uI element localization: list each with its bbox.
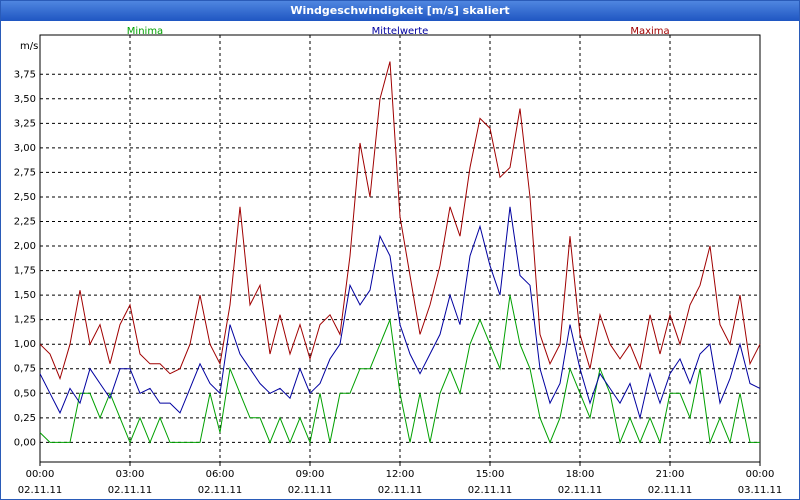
y-tick-label: 2,50 bbox=[14, 192, 36, 203]
y-tick-label: 3,25 bbox=[14, 118, 36, 129]
x-tick-date: 02.11.11 bbox=[378, 485, 423, 496]
x-tick-label: 12:00 bbox=[386, 469, 415, 480]
legend-label: Mittelwerte bbox=[372, 26, 429, 37]
legend-label: Minima bbox=[127, 26, 163, 37]
x-tick-label: 18:00 bbox=[566, 469, 595, 480]
x-tick-date: 02.11.11 bbox=[18, 485, 63, 496]
x-tick-date: 02.11.11 bbox=[558, 485, 603, 496]
series-line bbox=[39, 206, 761, 420]
x-tick-label: 21:00 bbox=[656, 469, 685, 480]
title-bar: Windgeschwindigkeit [m/s] skaliert bbox=[1, 1, 799, 21]
x-tick-date: 02.11.11 bbox=[198, 485, 243, 496]
chart: m/s 0,00 0,25 0,50 0,75 1,00 1,25 1,50 1,75 2,00… bbox=[14, 26, 783, 496]
x-tick-date: 02.11.11 bbox=[288, 485, 333, 496]
y-tick-label: 2,00 bbox=[14, 241, 36, 252]
series-line bbox=[39, 295, 760, 445]
x-tick-date: 02.11.11 bbox=[468, 485, 513, 496]
x-tick-date: 02.11.11 bbox=[108, 485, 153, 496]
x-tick-label: 06:00 bbox=[206, 469, 235, 480]
y-tick-label: 1,00 bbox=[14, 339, 36, 350]
x-tick-label: 03:00 bbox=[116, 469, 145, 480]
y-tick-label: 3,00 bbox=[14, 143, 36, 154]
series-line bbox=[39, 61, 761, 381]
x-tick-date: 03.11.11 bbox=[738, 485, 783, 496]
y-tick-label: 0,75 bbox=[14, 364, 36, 375]
y-tick-label: 1,25 bbox=[14, 315, 36, 326]
y-tick-label: 0,00 bbox=[14, 437, 36, 448]
y-tick-label: 1,50 bbox=[14, 290, 36, 301]
y-tick-label: 2,25 bbox=[14, 217, 36, 228]
x-tick-date: 02.11.11 bbox=[648, 485, 693, 496]
y-tick-label: 3,75 bbox=[14, 69, 36, 80]
y-tick-label: 3,50 bbox=[14, 94, 36, 105]
x-tick-label: 15:00 bbox=[476, 469, 505, 480]
y-tick-label: 0,50 bbox=[14, 388, 36, 399]
legend-label: Maxima bbox=[630, 26, 669, 37]
x-tick-label: 00:00 bbox=[746, 469, 775, 480]
y-tick-label: 0,25 bbox=[14, 413, 36, 424]
x-tick-label: 00:00 bbox=[26, 469, 55, 480]
y-tick-label: 1,75 bbox=[14, 266, 36, 277]
y-tick-label: 2,75 bbox=[14, 167, 36, 178]
y-unit: m/s bbox=[20, 41, 38, 52]
x-tick-label: 09:00 bbox=[296, 469, 325, 480]
